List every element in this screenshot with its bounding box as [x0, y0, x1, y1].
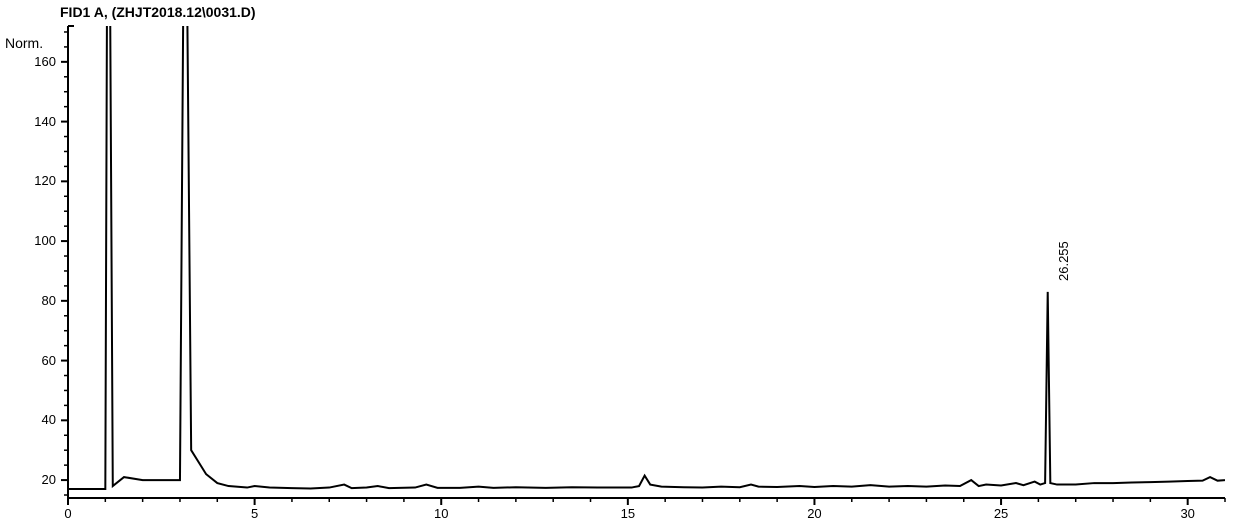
peak-label: 26.255 [1056, 241, 1071, 281]
y-tick-label: 100 [0, 233, 56, 248]
y-tick-label: 60 [0, 353, 56, 368]
x-tick-label: 0 [48, 506, 88, 521]
x-tick-label: 15 [608, 506, 648, 521]
y-tick-label: 80 [0, 293, 56, 308]
y-tick-label: 120 [0, 173, 56, 188]
x-tick-label: 10 [421, 506, 461, 521]
chromatogram-plot [0, 0, 1239, 524]
chromatogram-container: FID1 A, (ZHJT2018.12\0031.D) Norm. 20 40 6… [0, 0, 1239, 524]
x-tick-label: 25 [981, 506, 1021, 521]
y-tick-label: 140 [0, 114, 56, 129]
y-tick-label: 160 [0, 54, 56, 69]
y-tick-label: 40 [0, 412, 56, 427]
y-axis-label: Norm. [5, 35, 43, 51]
x-tick-label: 30 [1168, 506, 1208, 521]
y-tick-label: 20 [0, 472, 56, 487]
x-tick-label: 20 [794, 506, 834, 521]
chart-title: FID1 A, (ZHJT2018.12\0031.D) [60, 4, 256, 20]
x-tick-label: 5 [235, 506, 275, 521]
